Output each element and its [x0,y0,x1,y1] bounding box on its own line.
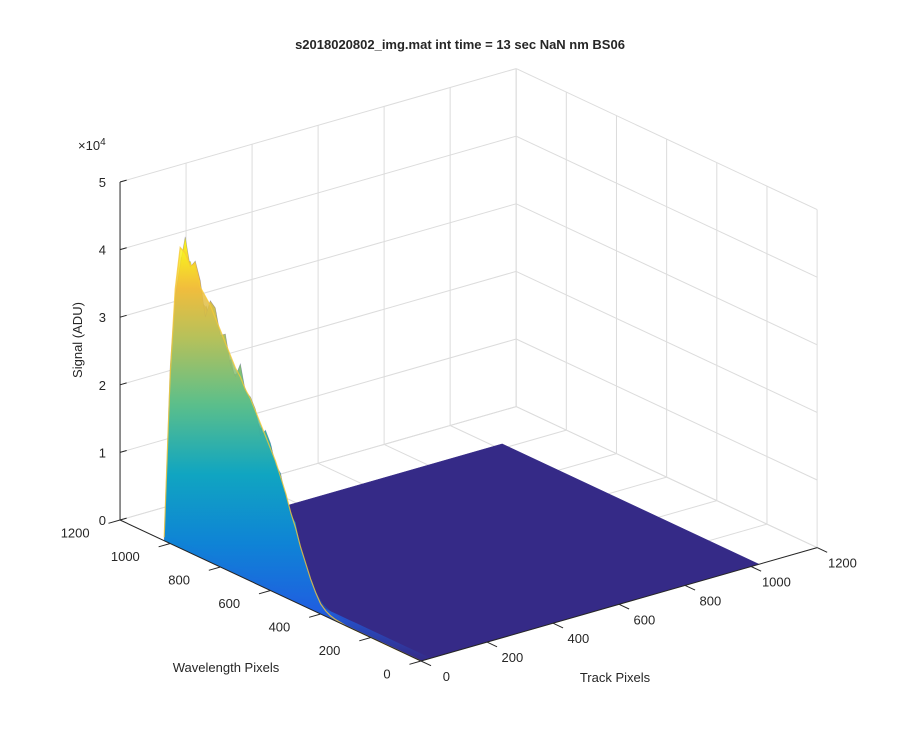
z-tick-mark [119,247,127,251]
wall-grid-line [119,135,517,251]
y-tick-label: 0 [383,667,390,682]
z-tick-label: 2 [99,378,106,393]
x-tick-label: 1200 [828,556,857,571]
wall-grid-line [515,68,818,211]
x-tick-mark [618,603,630,610]
wall-grid-line [515,406,818,549]
x-tick-label: 800 [700,593,722,608]
z-tick-mark [119,517,127,521]
x-tick-label: 200 [501,650,523,665]
y-tick-label: 1000 [111,549,140,564]
surface-front-face [164,247,431,661]
z-tick-label: 5 [99,175,106,190]
wall-grid-line [515,203,818,346]
x-axis-label: Track Pixels [580,670,651,685]
z-tick-label: 3 [99,310,106,325]
y-tick-mark [208,566,221,571]
y-axis-label: Wavelength Pixels [173,660,280,675]
y-tick-mark [258,590,271,595]
x-tick-mark [684,584,696,591]
y-tick-label: 1200 [61,526,90,541]
x-tick-label: 600 [634,612,656,627]
y-tick-label: 800 [168,573,190,588]
y-tick-mark [158,543,171,548]
x-tick-mark [750,566,762,572]
y-tick-label: 400 [269,620,291,635]
z-tick-mark [119,382,127,386]
x-tick-mark [552,622,564,629]
wall-grid-line [119,68,517,183]
z-tick-label: 1 [99,445,106,460]
z-tick-label: 0 [99,513,106,528]
z-tick-mark [119,179,127,183]
y-tick-mark [108,519,121,524]
z-axis-label: Signal (ADU) [70,302,85,378]
x-tick-mark [816,547,828,553]
surface [163,236,760,662]
x-tick-label: 400 [568,631,590,646]
z-exponent-label: ×104 [78,137,106,153]
x-tick-label: 0 [443,669,450,684]
axis-labels: s2018020802_img.mat int time = 13 sec Na… [70,37,651,685]
wall-grid-line [515,135,818,278]
z-tick-label: 4 [99,243,106,258]
y-tick-label: 200 [319,643,341,658]
y-tick-mark [409,660,422,665]
wall-grid-line [515,270,818,413]
x-tick-mark [420,660,432,667]
surface-peak-line [163,245,422,662]
chart-title: s2018020802_img.mat int time = 13 sec Na… [295,37,625,52]
y-tick-label: 600 [218,596,240,611]
y-tick-mark [359,637,371,642]
x-tick-label: 1000 [762,574,791,589]
z-tick-mark [119,450,127,453]
wall-grid-line [515,338,818,481]
y-tick-mark [308,613,321,618]
x-tick-mark [486,641,498,648]
axes: 0200400600800100012000200400600800100012… [61,175,857,684]
z-tick-mark [119,314,127,318]
